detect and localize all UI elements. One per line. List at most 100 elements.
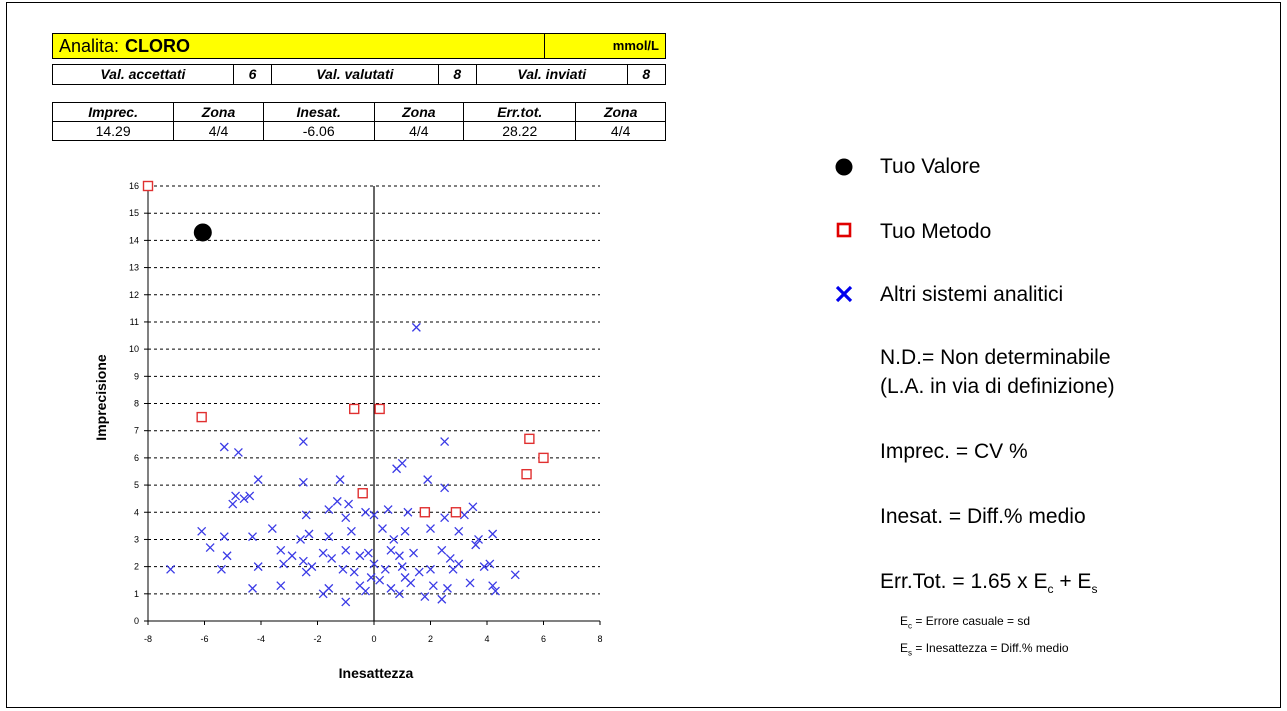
x-tick-label: 8 [597, 634, 602, 644]
point-other-system [324, 505, 334, 514]
x-axis-title: Inesattezza [339, 665, 414, 681]
point-other-system [471, 540, 481, 550]
point-other-system [361, 507, 370, 517]
point-other-system [298, 437, 308, 447]
y-tick-label: 12 [129, 290, 139, 300]
point-other-system [231, 491, 241, 501]
point-other-system [414, 567, 424, 577]
point-other-system [369, 559, 379, 569]
point-other-system [485, 559, 495, 569]
y-tick-label: 11 [130, 317, 139, 327]
ec-definition: Ec = Errore casuale = sd [900, 614, 1030, 630]
point-other-system [219, 532, 229, 542]
point-other-system [335, 475, 345, 485]
point-other-system [349, 567, 359, 577]
point-your-method [524, 433, 535, 445]
analyte-label: Analita: [59, 36, 120, 56]
point-other-system [253, 562, 263, 572]
x-tick-label: 6 [541, 634, 546, 644]
ec-def: = Errore casuale = sd [912, 614, 1031, 628]
point-other-system [400, 526, 410, 536]
point-other-system [361, 586, 370, 596]
point-other-system [318, 589, 328, 599]
point-other-system [440, 513, 450, 523]
point-other-system [392, 464, 402, 474]
point-other-system [166, 564, 176, 574]
point-other-system [369, 510, 379, 520]
y-tick-label: 3 [134, 534, 139, 544]
es-prefix: E [900, 641, 909, 655]
point-other-system [276, 545, 286, 555]
x-icon [835, 285, 853, 303]
point-other-system [409, 548, 419, 558]
point-other-system [386, 545, 396, 555]
analyte-cell: Analita: CLORO [52, 33, 545, 59]
y-tick-label: 13 [129, 263, 139, 273]
y-tick-label: 15 [129, 208, 139, 218]
point-other-system [276, 581, 286, 591]
point-other-system [205, 543, 215, 553]
point-your-method [374, 403, 385, 415]
point-other-system [428, 581, 438, 591]
point-other-system [383, 505, 393, 514]
point-other-system [216, 564, 226, 574]
point-your-value [193, 223, 212, 242]
x-tick-label: 0 [371, 634, 376, 644]
point-other-system [380, 564, 390, 574]
errtot-sub-s: s [1091, 582, 1098, 597]
point-other-system [355, 551, 365, 561]
legend-other-systems: Altri sistemi analitici [880, 283, 1064, 306]
point-other-system [394, 551, 404, 561]
count-value: 6 [232, 64, 273, 85]
point-other-system [448, 564, 458, 574]
metric-value: -6.06 [262, 121, 375, 141]
count-label: Val. inviati [475, 64, 628, 85]
metrics-table: Imprec. Zona Inesat. Zona Err.tot. Zona … [51, 102, 666, 141]
errtot-mid: + E [1053, 570, 1092, 593]
x-tick-label: -8 [144, 634, 152, 644]
point-your-method [142, 180, 154, 192]
point-other-system [394, 589, 404, 599]
point-other-system [233, 447, 243, 457]
y-tick-label: 4 [134, 507, 139, 517]
y-tick-label: 9 [134, 371, 139, 381]
point-other-system [437, 594, 447, 604]
point-other-system [197, 526, 207, 536]
metric-header: Zona [575, 102, 666, 122]
count-label: Val. accettati [52, 64, 234, 85]
point-other-system [245, 491, 255, 501]
point-other-system [341, 513, 351, 523]
point-other-system [488, 529, 498, 539]
x-tick-label: -4 [257, 634, 265, 644]
metric-value: 4/4 [173, 121, 264, 141]
point-other-system [420, 592, 430, 601]
ec-prefix: E [900, 614, 909, 628]
x-tick-label: -2 [313, 634, 321, 644]
point-other-system [437, 545, 447, 555]
point-other-system [440, 483, 450, 493]
point-other-system [403, 507, 413, 517]
point-other-system [465, 578, 475, 588]
nd-line1: N.D.= Non determinabile [880, 346, 1111, 369]
analyte-header: Analita: CLORO mmol/L [52, 33, 666, 59]
point-other-system [219, 442, 229, 452]
x-tick-label: -6 [200, 634, 208, 644]
point-other-system [301, 510, 311, 520]
count-label: Val. valutati [271, 64, 439, 85]
point-other-system [445, 554, 455, 563]
point-other-system [474, 534, 483, 544]
y-tick-label: 5 [134, 480, 139, 490]
point-other-system [296, 534, 306, 544]
count-value: 8 [437, 64, 477, 85]
y-tick-label: 14 [129, 235, 139, 245]
metric-value: 4/4 [575, 121, 666, 141]
count-value: 8 [626, 64, 667, 85]
es-definition: Es = Inesattezza = Diff.% medio [900, 641, 1069, 657]
point-other-system [344, 499, 354, 509]
analyte-name: CLORO [125, 36, 191, 56]
metric-value: 4/4 [373, 121, 465, 141]
filled-circle-icon [835, 158, 853, 176]
point-your-method [419, 507, 431, 518]
y-tick-label: 6 [134, 453, 139, 463]
point-other-system [267, 524, 277, 534]
